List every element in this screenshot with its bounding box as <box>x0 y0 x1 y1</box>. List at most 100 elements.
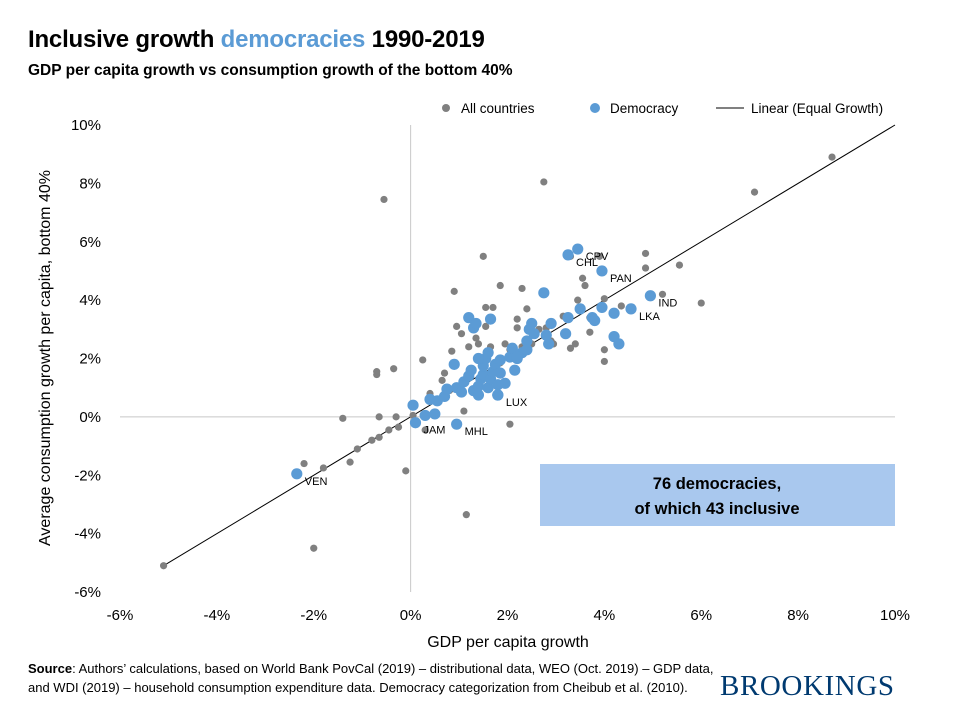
x-tick-label: -2% <box>300 607 327 624</box>
point-democracy <box>482 347 494 359</box>
point-all-countries <box>390 365 398 373</box>
point-all-countries <box>496 281 504 290</box>
point-all-countries <box>641 249 650 258</box>
point-democracy <box>608 307 620 319</box>
legend-label-linear: Linear (Equal Growth) <box>751 101 883 116</box>
point-democracy <box>545 317 557 330</box>
point-all-countries <box>462 511 470 519</box>
x-tick-label: 2% <box>497 607 519 624</box>
point-democracy <box>506 342 518 354</box>
callout-line-1: 76 democracies, <box>653 475 781 493</box>
x-tick-label: 6% <box>690 607 712 624</box>
point-all-countries <box>617 302 625 310</box>
point-all-countries <box>392 413 400 421</box>
x-tick-label: -6% <box>107 607 134 624</box>
point-all-countries <box>310 544 318 552</box>
point-all-countries <box>457 330 466 338</box>
x-tick-label: 10% <box>880 607 910 624</box>
point-all-countries <box>506 420 514 428</box>
title-highlight: democracies <box>220 26 366 53</box>
point-democracy <box>596 301 608 314</box>
point-all-countries <box>600 295 608 303</box>
point-democracy <box>509 364 521 376</box>
point-all-countries <box>518 284 526 293</box>
callout-line-2: of which 43 inclusive <box>634 500 799 518</box>
point-democracy <box>511 351 523 363</box>
y-tick-label: 10% <box>71 117 101 134</box>
point-democracy <box>543 338 555 350</box>
point-all-countries <box>600 357 608 366</box>
brookings-logo: BROOKINGS <box>720 670 895 702</box>
point-label-mhl: MHL <box>465 426 488 438</box>
point-democracy <box>625 303 637 315</box>
point-democracy <box>472 389 485 401</box>
point-label-lux: LUX <box>506 397 528 409</box>
chart-title: Inclusive growth democracies 1990-2019 <box>28 26 485 54</box>
point-all-countries <box>368 436 376 444</box>
point-democracy <box>521 335 533 347</box>
point-all-countries <box>380 195 388 204</box>
point-all-countries <box>578 274 587 282</box>
point-all-countries <box>346 458 354 466</box>
point-all-countries <box>440 369 449 377</box>
point-all-countries <box>465 343 473 351</box>
point-all-countries <box>595 252 604 260</box>
point-all-countries <box>300 459 308 468</box>
point-all-countries <box>353 445 361 453</box>
point-all-countries <box>523 305 531 313</box>
point-democracy <box>484 313 497 325</box>
point-all-countries <box>574 296 582 304</box>
point-all-countries <box>566 344 575 352</box>
point-democracy <box>499 377 511 389</box>
point-label-chl: CHL <box>576 257 598 269</box>
point-democracy <box>538 287 550 299</box>
point-all-countries <box>375 413 383 421</box>
point-label-ind: IND <box>658 298 677 310</box>
point-democracy <box>526 317 538 330</box>
point-democracy <box>451 418 463 430</box>
axes <box>120 125 895 592</box>
point-democracy <box>441 383 453 395</box>
y-tick-label: -6% <box>74 584 101 601</box>
point-democracy <box>448 358 460 370</box>
point-democracy <box>528 328 540 340</box>
point-all-countries <box>675 261 684 269</box>
callout-box <box>540 464 895 526</box>
legend-marker-democracy <box>590 103 600 113</box>
point-all-countries <box>482 303 490 312</box>
point-all-countries <box>375 433 383 441</box>
point-democracy <box>644 290 656 302</box>
point-all-countries <box>658 290 667 298</box>
legend: All countries Democracy Linear (Equal Gr… <box>442 101 883 116</box>
point-democracy <box>521 344 533 356</box>
point-all-countries <box>373 368 381 376</box>
y-axis-title: Average consumption growth per capita, b… <box>37 170 54 546</box>
point-all-countries <box>385 426 393 434</box>
point-all-countries <box>448 347 456 355</box>
x-axis-title: GDP per capita growth <box>427 634 589 651</box>
series-democracy <box>291 243 656 480</box>
point-democracy <box>562 249 574 261</box>
point-all-countries <box>339 414 347 422</box>
point-label-ven: VEN <box>305 476 328 488</box>
point-democracy <box>540 329 552 341</box>
point-democracy <box>419 409 431 422</box>
y-tick-label: 0% <box>79 409 101 426</box>
point-label-pan: PAN <box>610 273 632 285</box>
point-all-countries <box>697 299 705 307</box>
legend-marker-all-countries <box>442 104 450 112</box>
point-label-lka: LKA <box>639 311 660 323</box>
point-all-countries <box>460 407 468 415</box>
point-all-countries <box>159 562 168 570</box>
chart-subtitle: GDP per capita growth vs consumption gro… <box>28 62 513 79</box>
point-democracy <box>482 382 494 394</box>
point-democracy <box>560 328 572 340</box>
point-all-countries <box>479 252 487 260</box>
point-all-countries <box>319 464 328 472</box>
point-all-countries <box>474 340 483 348</box>
point-all-countries <box>450 287 458 295</box>
point-all-countries <box>581 281 589 290</box>
point-all-countries <box>421 426 429 434</box>
point-all-countries <box>419 356 427 364</box>
source-text: : Authors’ calculations, based on World … <box>28 661 714 695</box>
